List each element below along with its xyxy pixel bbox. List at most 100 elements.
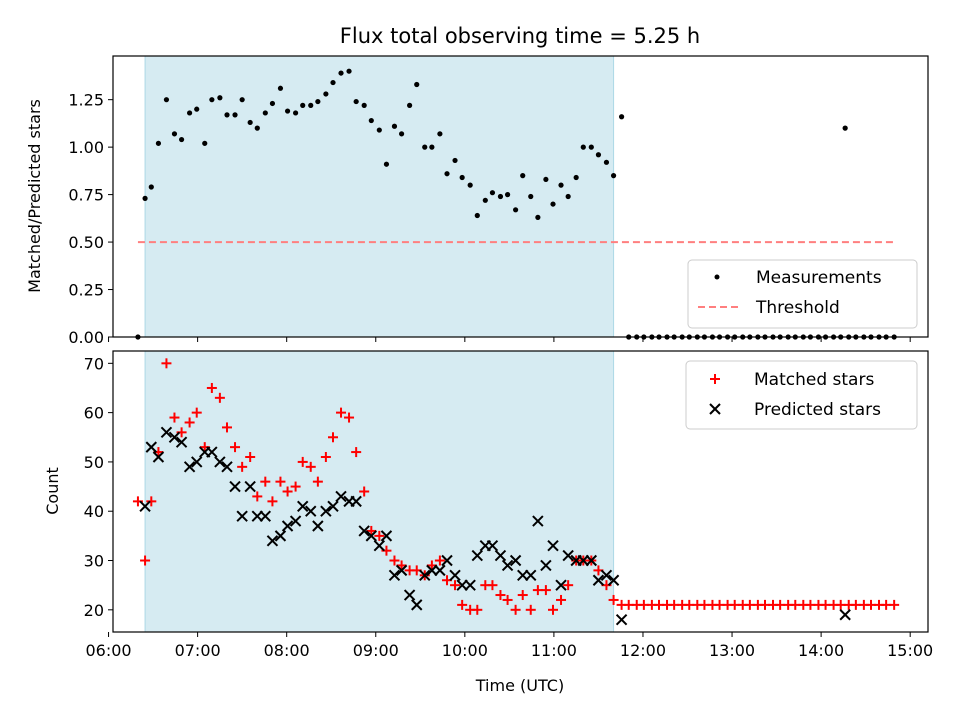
top-y-axis: 0.00 0.25 0.50 0.75 1.00 1.25 [68, 91, 113, 347]
matched-star-point [495, 590, 506, 601]
measurement-point [187, 110, 193, 116]
predicted-star-point [403, 589, 416, 601]
predicted-star-point [555, 579, 567, 591]
matched-star-point [608, 594, 619, 605]
y-tick-label: 40 [84, 502, 104, 521]
matched-star-point [366, 525, 377, 536]
matched-star-point [312, 476, 323, 487]
x-tick-label: 09:00 [353, 641, 399, 660]
y-tick-label: 0.25 [68, 281, 104, 300]
measurement-point [437, 131, 443, 137]
measurement-point [528, 193, 534, 200]
measurement-point [284, 108, 291, 114]
matched-star-point [161, 358, 172, 369]
y-tick-label: 30 [84, 552, 104, 571]
predicted-star-point [585, 554, 598, 567]
x-tick-label: 11:00 [531, 641, 577, 660]
predicted-star-point [335, 490, 347, 503]
matched-star-point [252, 491, 263, 502]
measurement-point [338, 70, 344, 76]
matched-star-point [267, 496, 278, 507]
predicted-star-point [434, 564, 446, 577]
x-tick-label: 06:00 [85, 641, 131, 660]
measurement-point [376, 127, 382, 133]
predicted-star-point [373, 540, 386, 552]
y-tick-label: 20 [84, 601, 104, 620]
matched-star-point [260, 476, 271, 487]
count-plot-area [132, 358, 900, 626]
predicted-star-point [471, 549, 484, 562]
measurement-point [535, 214, 541, 220]
matched-star-point [140, 555, 151, 566]
measurement-point [277, 85, 284, 91]
x-tick-label: 08:00 [264, 641, 310, 660]
time-x-axis: 06:00 07:00 08:00 09:00 10:00 11:00 12:00 13:00… [85, 632, 933, 660]
measurement-point [346, 68, 352, 74]
matched-star-point [517, 590, 528, 601]
measurement-point [513, 207, 519, 213]
top-x-tick-marks [108, 337, 911, 342]
matched-star-point [450, 580, 461, 591]
measurement-point [391, 123, 398, 129]
predicted-star-point [281, 520, 294, 532]
measurement-point [383, 161, 390, 167]
matched-star-point [320, 451, 331, 462]
predicted-star-point [139, 500, 151, 512]
legend-measurements-label: Measurements [756, 268, 882, 288]
predicted-star-point [547, 540, 559, 552]
matched-star-point [222, 422, 233, 433]
predicted-star-point [274, 530, 287, 542]
matched-star-point [230, 442, 241, 453]
predicted-star-point [266, 535, 279, 547]
measurement-point [368, 117, 374, 124]
predicted-star-point [600, 569, 613, 582]
predicted-star-point [486, 540, 499, 552]
predicted-star-point [183, 461, 196, 473]
predicted-star-point [395, 564, 408, 577]
x-axis-label: Time (UTC) [475, 676, 564, 695]
predicted-star-point [214, 456, 226, 468]
y-tick-label: 60 [84, 404, 104, 423]
x-tick-label: 12:00 [620, 641, 666, 660]
predicted-star-point [441, 554, 453, 567]
shaded-interval [144, 55, 615, 338]
measurement-point [247, 119, 253, 126]
x-tick-label: 10:00 [442, 641, 488, 660]
matched-star-point [290, 481, 301, 492]
measurement-point [217, 95, 223, 101]
measurement-point [618, 114, 625, 120]
matched-star-point [344, 412, 355, 423]
measurement-point [148, 184, 154, 190]
matched-star-point [206, 382, 217, 393]
matched-star-point [275, 476, 286, 487]
measurement-point [603, 159, 610, 165]
matched-star-point [556, 594, 567, 605]
predicted-star-point [175, 436, 188, 448]
measurement-point [142, 195, 148, 201]
predicted-star-point [244, 480, 256, 493]
predicted-star-point [358, 525, 370, 537]
matched-star-point [146, 496, 157, 507]
measurement-point [543, 176, 549, 183]
matched-star-point [525, 604, 536, 615]
predicted-star-point [494, 549, 507, 562]
top-axes-frame [112, 55, 929, 338]
measurement-point [315, 98, 321, 105]
predicted-star-point [297, 500, 309, 512]
measurement-point [459, 174, 465, 181]
y-tick-label: 1.25 [68, 91, 104, 110]
matched-star-point [548, 604, 559, 615]
matched-star-point [510, 604, 521, 615]
bottom-y-axis: 20 30 40 50 60 70 [84, 354, 113, 620]
measurement-point [163, 97, 170, 103]
measurement-point [269, 100, 276, 107]
predicted-star-point [607, 574, 620, 586]
x-tick-label: 15:00 [887, 641, 933, 660]
predicted-star-point [562, 549, 574, 562]
measurement-point [842, 125, 848, 131]
predicted-star-point [419, 569, 431, 582]
measurement-point [292, 110, 299, 116]
legend-matched-label: Matched stars [754, 370, 874, 390]
measurement-point [209, 97, 215, 103]
